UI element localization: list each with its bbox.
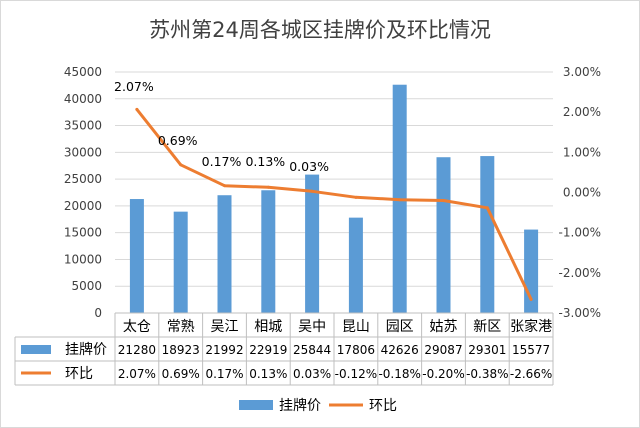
data-label: 0.13%	[245, 154, 285, 169]
row-header: 环比	[65, 366, 93, 382]
category-label: 昆山	[342, 319, 370, 335]
table-cell: 18923	[162, 343, 200, 357]
chart-title: 苏州第24周各城区挂牌价及环比情况	[149, 18, 491, 42]
category-label: 相城	[254, 319, 282, 335]
table-cell: 17806	[337, 343, 375, 357]
bar	[480, 156, 495, 313]
left-tick-label: 25000	[64, 172, 102, 186]
legend: 挂牌价 环比	[239, 397, 397, 414]
left-tick-label: 0	[94, 306, 102, 320]
line-point	[529, 297, 533, 301]
bar-series	[129, 84, 539, 314]
right-tick-label: -1.00%	[559, 226, 601, 240]
left-tick-label: 35000	[64, 119, 102, 133]
line-point	[266, 185, 270, 189]
bar	[436, 157, 451, 313]
left-tick-label: 40000	[64, 92, 102, 106]
data-label: 0.17%	[202, 154, 242, 169]
right-tick-label: -2.00%	[559, 266, 601, 280]
table-cell: -2.66%	[510, 367, 552, 381]
table-cell: -0.20%	[422, 367, 464, 381]
table-cell: 21280	[118, 343, 156, 357]
table-cell: 2.07%	[118, 367, 156, 381]
category-label: 新区	[473, 319, 501, 335]
left-tick-label: 20000	[64, 199, 102, 213]
table-cell: 42626	[381, 343, 419, 357]
category-label: 园区	[386, 319, 414, 335]
legend-label: 环比	[369, 398, 397, 414]
line-point	[135, 107, 139, 111]
right-tick-label: 1.00%	[563, 145, 601, 159]
table-cell: 0.17%	[205, 367, 243, 381]
line-point	[398, 198, 402, 202]
table-cell: 25844	[293, 343, 331, 357]
line-point	[179, 163, 183, 167]
category-label: 张家港	[510, 318, 552, 335]
line-path	[135, 107, 533, 301]
table-cell: 29301	[468, 343, 506, 357]
left-tick-label: 5000	[71, 279, 102, 293]
line-series	[135, 107, 533, 301]
right-tick-label: -3.00%	[559, 306, 601, 320]
left-axis: 0 5000 10000 15000 20000 25000 30000 35000 40000…	[64, 65, 102, 320]
left-tick-label: 45000	[64, 65, 102, 79]
category-label: 常熟	[167, 319, 195, 335]
bar	[217, 195, 232, 313]
left-tick-label: 30000	[64, 145, 102, 159]
category-label: 吴中	[298, 319, 326, 335]
line-point	[442, 199, 445, 203]
bar	[348, 217, 363, 313]
legend-key-bar	[239, 400, 273, 410]
line-point	[223, 184, 226, 188]
gridlines	[115, 71, 553, 287]
category-label: 姑苏	[430, 319, 458, 335]
left-tick-label: 15000	[64, 226, 102, 240]
table-cell: 0.13%	[249, 367, 287, 381]
table-cell: 15577	[512, 343, 550, 357]
data-labels: 2.07% 0.69% 0.17% 0.13% 0.03%	[114, 79, 329, 174]
bar	[305, 174, 320, 313]
line-point	[310, 189, 314, 193]
row-key-bar	[21, 345, 51, 354]
row-header: 挂牌价	[65, 341, 107, 358]
category-label: 太仓	[123, 319, 151, 335]
right-tick-label: 3.00%	[563, 65, 601, 79]
table-cell: 22919	[249, 343, 287, 357]
bar	[173, 211, 188, 313]
table-cell: -0.18%	[378, 367, 420, 381]
right-tick-label: 2.00%	[563, 105, 601, 119]
line-point	[485, 206, 489, 210]
bar	[129, 199, 144, 313]
data-label: 2.07%	[114, 79, 154, 94]
table-cell: -0.12%	[335, 367, 377, 381]
right-tick-label: 0.00%	[563, 186, 601, 200]
table-cell: -0.38%	[466, 367, 508, 381]
category-label: 吴江	[211, 319, 239, 335]
table-cell: 21992	[205, 343, 243, 357]
left-tick-label: 10000	[64, 252, 102, 266]
legend-label: 挂牌价	[279, 397, 321, 414]
line-point	[354, 195, 358, 199]
data-label: 0.69%	[158, 133, 198, 148]
table-cell: 29087	[424, 343, 462, 357]
right-axis: -3.00% -2.00% -1.00% 0.00% 1.00% 2.00% 3.00%	[559, 65, 601, 320]
table-cell: 0.69%	[162, 367, 200, 381]
data-label: 0.03%	[289, 159, 329, 174]
data-table: 太仓 21280 2.07% 常熟 18923 0.69% 吴江 21992 0.17% 相城 22…	[14, 312, 554, 386]
bar	[261, 190, 276, 313]
table-cell: 0.03%	[293, 367, 331, 381]
